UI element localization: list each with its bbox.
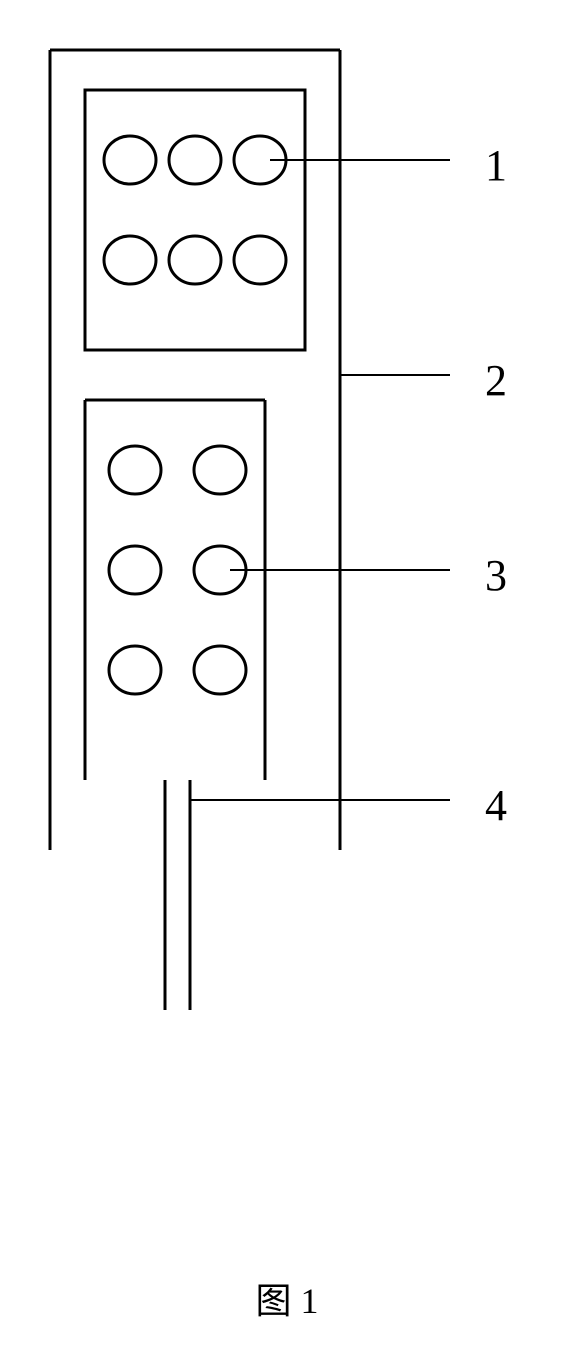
callout-label-4: 4: [485, 780, 507, 831]
diagram-svg: [30, 30, 544, 1030]
figure-caption: 图 1: [0, 1272, 574, 1324]
schematic-diagram: 1 2 3 4: [30, 30, 544, 1230]
callout-label-3: 3: [485, 550, 507, 601]
callout-label-2: 2: [485, 355, 507, 406]
callout-label-1: 1: [485, 140, 507, 191]
